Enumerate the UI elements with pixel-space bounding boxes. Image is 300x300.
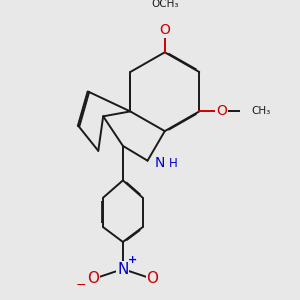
Text: O: O	[87, 272, 99, 286]
Text: O: O	[146, 272, 158, 286]
Text: N: N	[155, 156, 165, 170]
Text: N: N	[117, 262, 129, 277]
Text: O: O	[216, 104, 227, 118]
Text: +: +	[128, 255, 137, 266]
Text: −: −	[76, 279, 86, 292]
Text: CH₃: CH₃	[251, 106, 270, 116]
Text: O: O	[159, 23, 170, 37]
Text: OCH₃: OCH₃	[151, 0, 178, 9]
Text: H: H	[169, 157, 177, 169]
